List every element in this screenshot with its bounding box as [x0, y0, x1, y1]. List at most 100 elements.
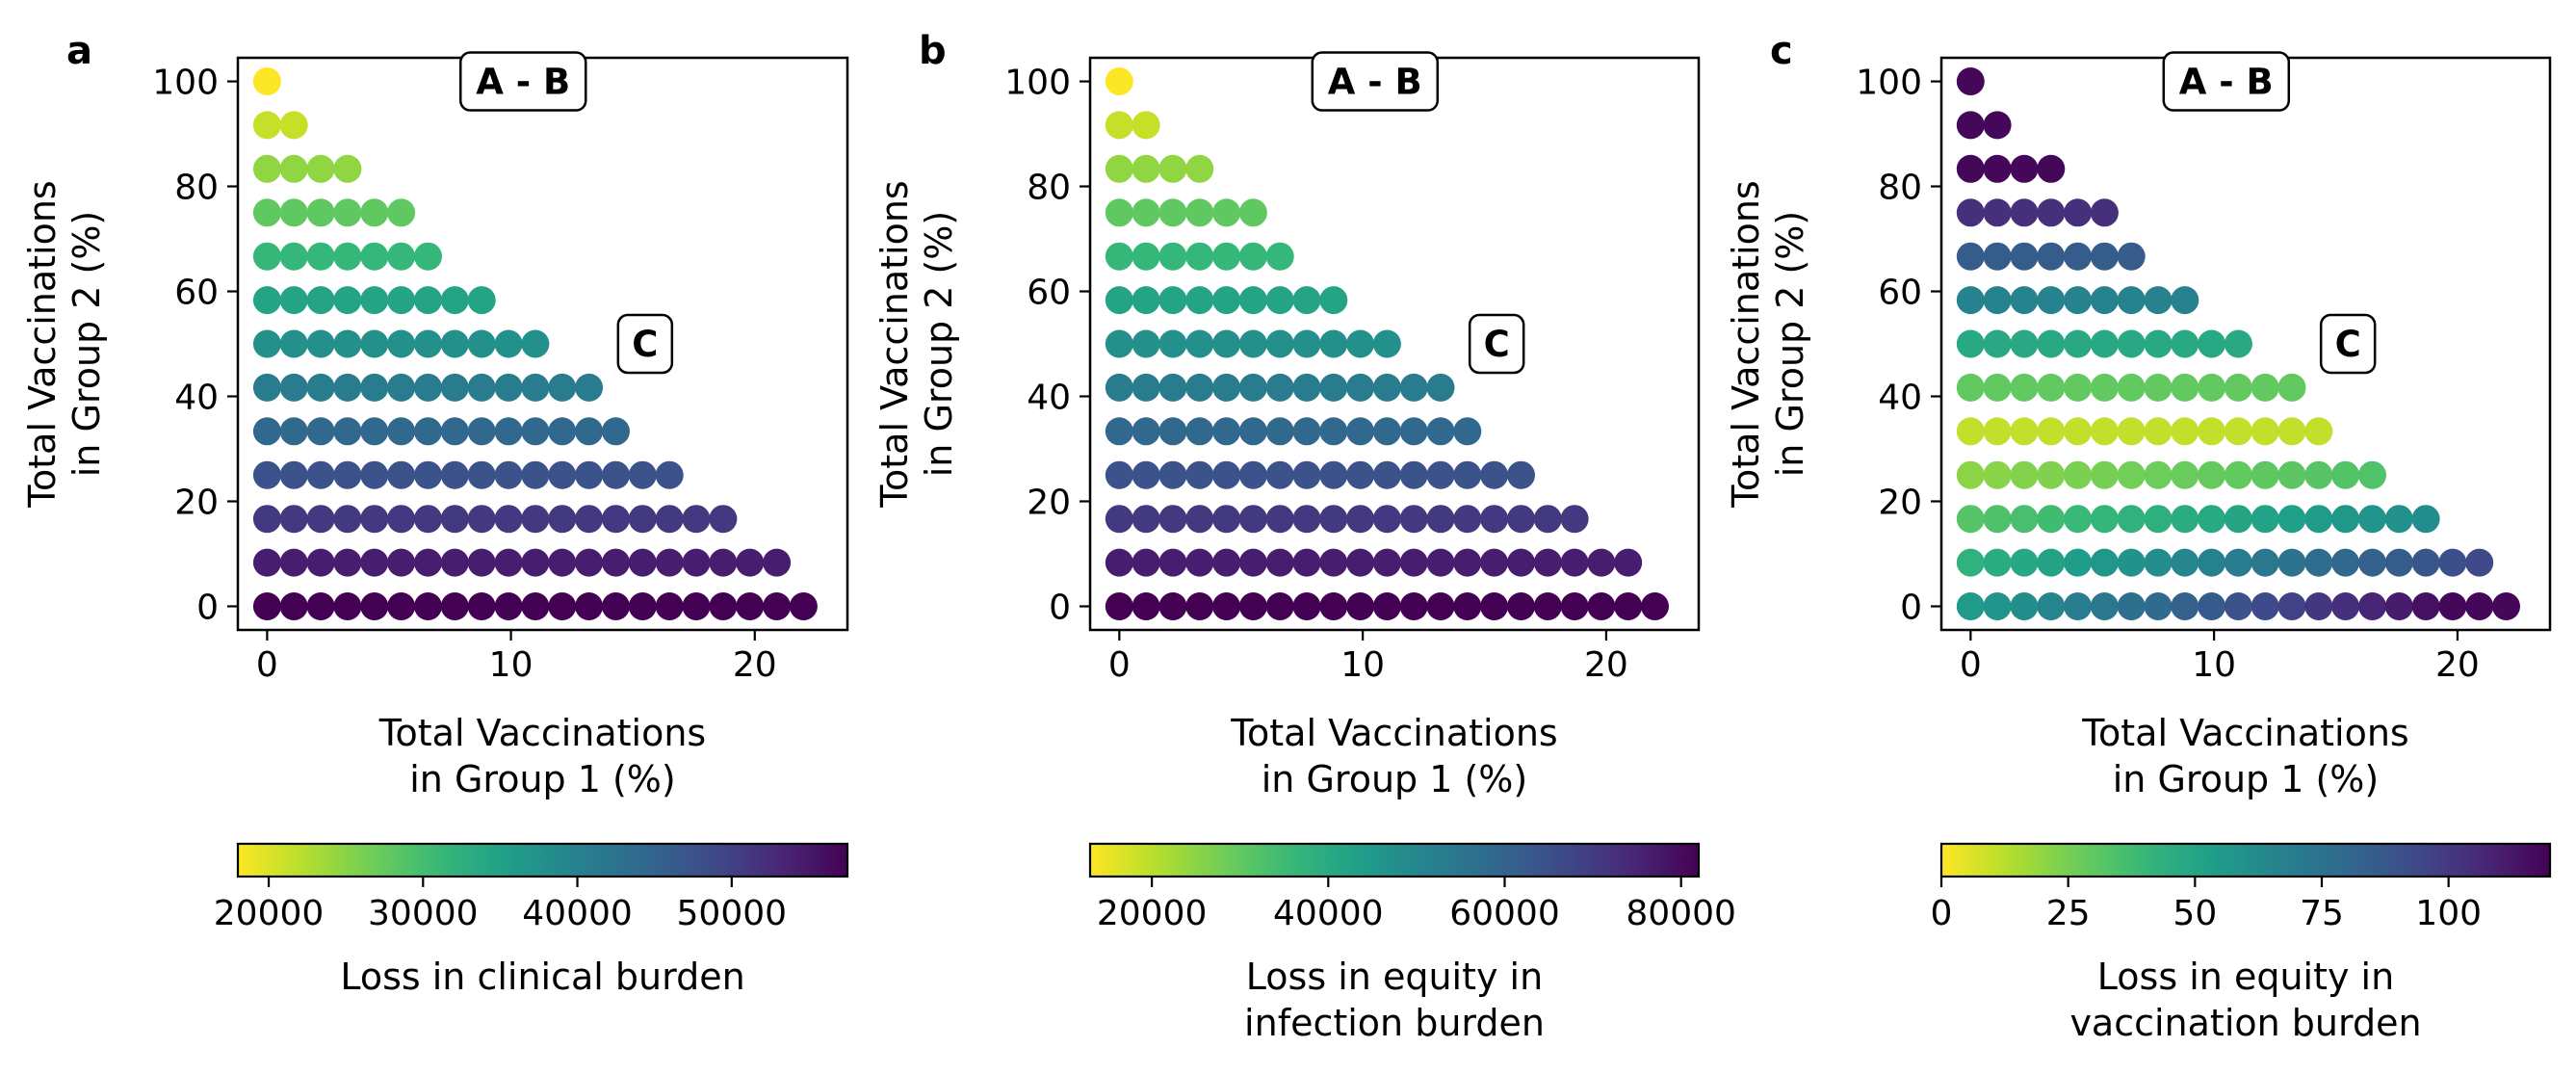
data-point: [1560, 592, 1589, 620]
data-point: [1132, 198, 1160, 227]
data-point: [414, 242, 442, 271]
data-point: [360, 373, 389, 402]
data-point: [333, 548, 362, 577]
data-point: [2064, 417, 2093, 446]
annotation-label: A - B: [1328, 62, 1422, 103]
data-point: [2037, 417, 2066, 446]
data-point: [1507, 460, 1535, 489]
data-point: [1956, 198, 1985, 227]
data-point: [1185, 373, 1214, 402]
data-point: [1185, 460, 1214, 489]
data-point: [1292, 548, 1321, 577]
data-point: [1105, 198, 1133, 227]
data-point: [306, 505, 335, 534]
data-point: [1185, 242, 1214, 271]
data-point: [494, 505, 523, 534]
colorbar-tick-label: 0: [1931, 894, 1953, 933]
x-tick-label: 10: [1340, 645, 1385, 685]
data-point: [279, 154, 308, 183]
data-point: [2171, 329, 2199, 358]
data-point: [602, 417, 630, 446]
data-point: [2198, 373, 2226, 402]
data-point: [440, 286, 469, 315]
data-point: [2037, 373, 2066, 402]
data-point: [2144, 548, 2173, 577]
data-point: [306, 592, 335, 620]
y-tick-label: 20: [174, 483, 219, 522]
data-point: [2304, 417, 2333, 446]
data-point: [1346, 548, 1375, 577]
data-point: [279, 417, 308, 446]
data-point: [521, 548, 550, 577]
data-point: [1132, 154, 1160, 183]
data-point: [2331, 592, 2360, 620]
data-point: [575, 505, 604, 534]
data-point: [2411, 592, 2440, 620]
data-point: [252, 154, 281, 183]
data-point: [548, 417, 577, 446]
data-point: [387, 329, 416, 358]
data-point: [1956, 417, 1985, 446]
data-point: [2438, 548, 2467, 577]
data-point: [1158, 154, 1187, 183]
x-axis-label: Total Vaccinations: [2081, 712, 2408, 754]
data-point: [1426, 592, 1455, 620]
data-point: [2384, 592, 2413, 620]
data-point: [1983, 329, 2012, 358]
data-point: [387, 592, 416, 620]
data-point: [1212, 417, 1241, 446]
data-point: [333, 373, 362, 402]
data-point: [2090, 548, 2119, 577]
data-point: [333, 286, 362, 315]
data-point: [1265, 460, 1294, 489]
data-point: [1453, 548, 1482, 577]
data-point: [575, 417, 604, 446]
colorbar: [1939, 842, 2552, 878]
data-point: [414, 592, 442, 620]
y-tick-label: 100: [1004, 64, 1071, 103]
data-point: [1212, 242, 1241, 271]
data-point: [252, 111, 281, 140]
data-point: [2064, 198, 2093, 227]
y-tick-label: 0: [196, 588, 219, 627]
data-point: [440, 592, 469, 620]
colorbar-label: Loss in clinical burden: [340, 956, 744, 998]
y-tick-label: 80: [1027, 169, 1071, 208]
data-point: [655, 460, 684, 489]
data-point: [333, 417, 362, 446]
data-point: [1372, 329, 1401, 358]
data-point: [1346, 329, 1375, 358]
data-point: [1533, 505, 1562, 534]
data-point: [2090, 592, 2119, 620]
data-point: [2331, 460, 2360, 489]
colorbar-tick-label: 75: [2300, 894, 2344, 933]
data-point: [1533, 592, 1562, 620]
data-point: [252, 592, 281, 620]
data-point: [1105, 111, 1133, 140]
data-point: [2171, 417, 2199, 446]
data-point: [279, 548, 308, 577]
data-point: [2117, 417, 2146, 446]
data-point: [2090, 460, 2119, 489]
data-point: [1265, 592, 1294, 620]
y-axis-label: Total Vaccinations: [873, 180, 916, 508]
data-point: [2277, 417, 2306, 446]
data-point: [521, 373, 550, 402]
data-point: [1132, 417, 1160, 446]
y-tick-label: 0: [1900, 588, 1922, 627]
data-point: [414, 286, 442, 315]
data-point: [252, 286, 281, 315]
data-point: [2277, 505, 2306, 534]
x-tick-label: 0: [1108, 645, 1131, 685]
data-point: [1212, 505, 1241, 534]
x-axis-label: in Group 1 (%): [2113, 758, 2380, 800]
data-point: [306, 460, 335, 489]
annotation-box: [616, 313, 674, 375]
data-point: [628, 548, 657, 577]
y-axis-label: in Group 2 (%): [1769, 211, 1811, 478]
data-point: [2331, 548, 2360, 577]
data-point: [414, 548, 442, 577]
data-point: [1212, 548, 1241, 577]
data-point: [2251, 417, 2279, 446]
